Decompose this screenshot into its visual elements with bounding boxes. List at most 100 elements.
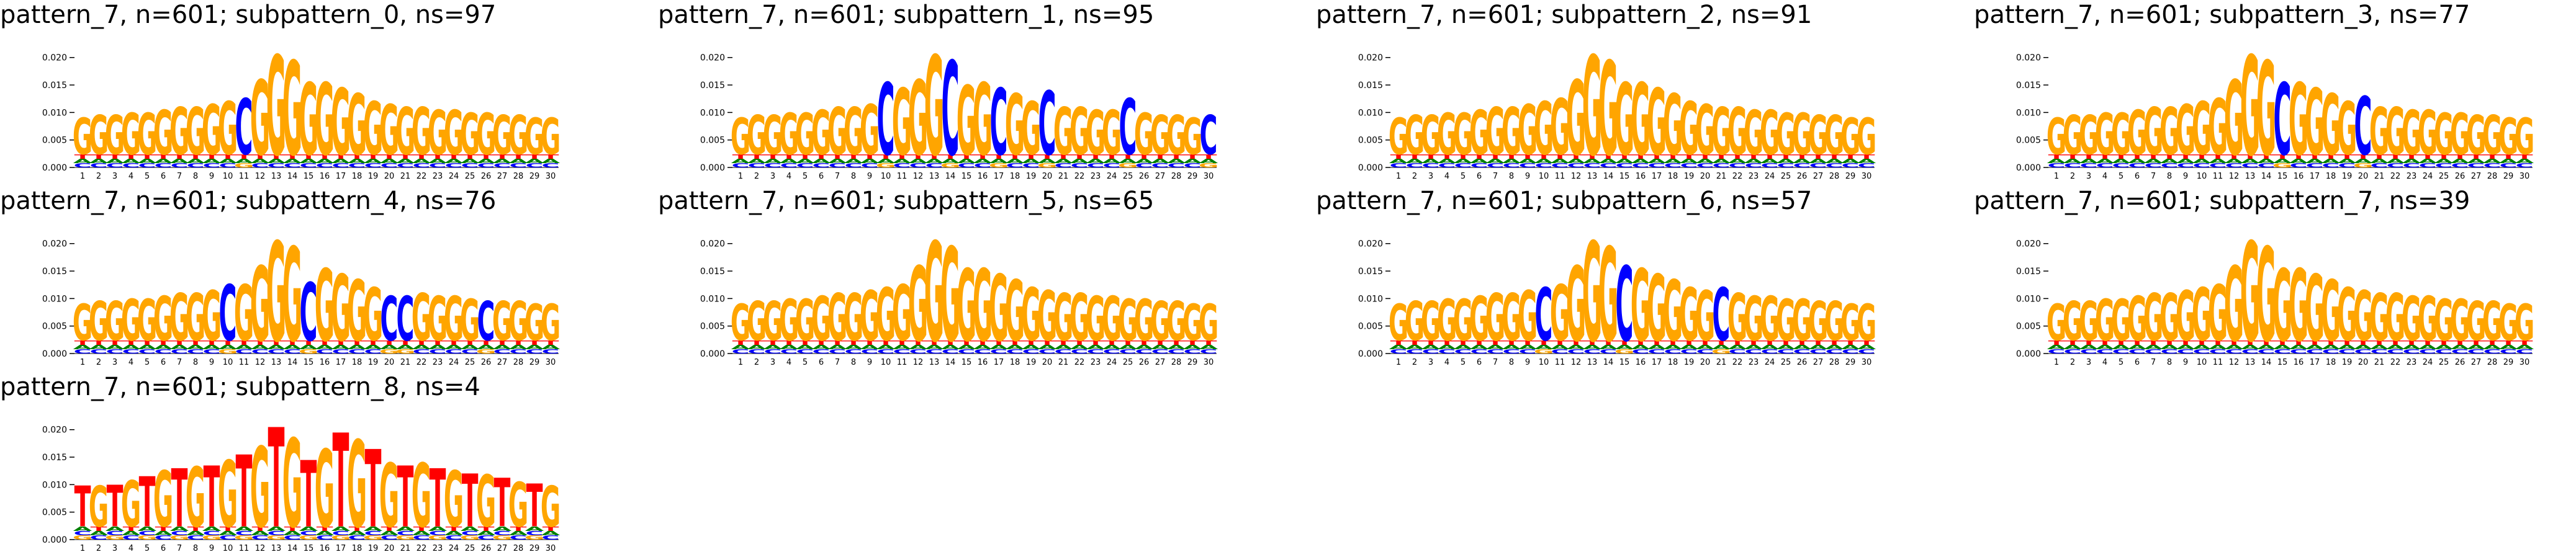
logo-letter: A [2467,158,2487,165]
logo-letter: C [251,534,269,541]
logo-letter: T [1762,153,1778,161]
logo-letter: A [1712,344,1732,351]
logo-letter: T [878,339,894,347]
x-tick-label: 22 [417,358,427,367]
x-tick-label: 8 [851,172,856,181]
y-tick-label: 0.015 [2016,81,2041,91]
logo-letter-G: G [1005,264,1025,360]
logo-letter-G: G [105,105,125,167]
x-tick-label: 28 [513,544,524,552]
x-tick-label: 6 [161,544,166,552]
x-tick-label: 26 [1139,172,1150,181]
logo-letter-C: C [1119,84,1137,173]
logo-letter: T [2113,339,2130,347]
logo-letter: A [1518,158,1538,165]
logo-letter: T [1665,153,1682,161]
logo-letter: C [2338,162,2356,169]
logo-letter: C [2322,162,2340,169]
logo-letter: T [1616,153,1633,161]
logo-letter: A [2273,344,2293,351]
logo-letter: T [2081,153,2097,161]
logo-letter: A [1502,344,1522,351]
logo-letter: A [989,158,1009,165]
logo-letter: C [187,162,205,169]
logo-letter: T [2355,339,2372,347]
logo-letter-G: G [2482,291,2502,353]
logo-letter: T [1503,153,1520,161]
logo-letter: A [396,525,416,533]
logo-letter: T [781,339,798,347]
x-tick-label: 30 [1862,358,1872,367]
logo-letter: T [910,153,927,161]
logo-letter: A [315,158,335,165]
x-tick-label: 14 [287,172,298,181]
logo-letter: T [220,339,236,347]
logo-letter: A [989,344,1009,351]
logo-letter: C [461,530,479,537]
logo-letter: T [478,339,495,347]
logo-letter: T [2194,339,2210,347]
logo-letter: A [170,525,190,533]
x-tick-label: 20 [1042,358,1053,367]
logo-letter-G: G [811,97,831,169]
logo-letter: C [445,534,463,541]
logo-letter: A [747,158,767,165]
logo-letter: A [2160,158,2180,165]
logo-letter: T [1600,153,1617,161]
logo-letter: T [2516,339,2533,347]
logo-letter: C [2500,348,2518,355]
logo-letter: A [1151,158,1171,165]
x-tick-label: 4 [1444,358,1449,367]
logo-letter: C [542,348,560,355]
logo-chart: 0.0000.0050.0100.0150.020CATG1CATG2CATG3… [42,28,561,187]
logo-letter: T [2436,153,2452,161]
logo-letter: A [348,158,367,165]
logo-chart: 0.0000.0050.0100.0150.020CATG1CATG2CATG3… [1358,28,1876,187]
logo-letter: C [2306,162,2324,169]
x-tick-label: 22 [1732,358,1743,367]
logo-letter: A [1534,344,1554,351]
logo-letter: A [2192,344,2212,351]
logo-letter: C [1135,162,1153,169]
logo-letter: T [2339,339,2356,347]
x-tick-label: 7 [2151,172,2156,181]
logo-letter-G: G [476,101,496,168]
x-tick-label: 13 [271,544,282,552]
x-tick-label: 14 [287,544,298,552]
logo-letter: C [2419,162,2437,169]
x-tick-label: 15 [1619,358,1630,367]
logo-letter: T [204,339,220,347]
logo-letter: G [428,534,448,541]
x-tick-label: 25 [465,544,475,552]
logo-letter: T [1729,339,1746,347]
logo-letter: A [2160,344,2180,351]
logo-letter-G: G [2369,94,2389,170]
logo-letter: C [1648,162,1666,169]
logo-letter: A [493,525,513,533]
x-tick-label: 14 [2261,358,2272,367]
logo-letter: A [1389,158,1409,165]
logo-letter: A [1615,344,1635,351]
x-tick-label: 6 [819,172,824,181]
logo-letter: A [412,344,432,351]
logo-letter-G: G [747,291,767,353]
logo-letter: C [364,162,382,169]
logo-letter-G: G [363,87,383,172]
logo-letter: T [1649,339,1665,347]
logo-letter-G: G [2515,108,2534,166]
logo-letter: A [1070,344,1090,351]
logo-letter: A [218,344,238,351]
logo-letter: T [1168,153,1185,161]
logo-letter-G: G [2143,94,2163,170]
logo-letter: C [2403,348,2421,355]
logo-letter: T [2065,339,2081,347]
logo-letter: A [2338,344,2358,351]
logo-letter: A [525,158,545,165]
logo-letter: T [1681,339,1698,347]
logo-letter: A [106,344,125,351]
logo-letter: A [2402,158,2422,165]
logo-letter: G [1037,162,1057,169]
logo-letter: A [1599,344,1619,351]
logo-letter: A [299,158,319,165]
logo-letter-T: T [430,453,446,546]
